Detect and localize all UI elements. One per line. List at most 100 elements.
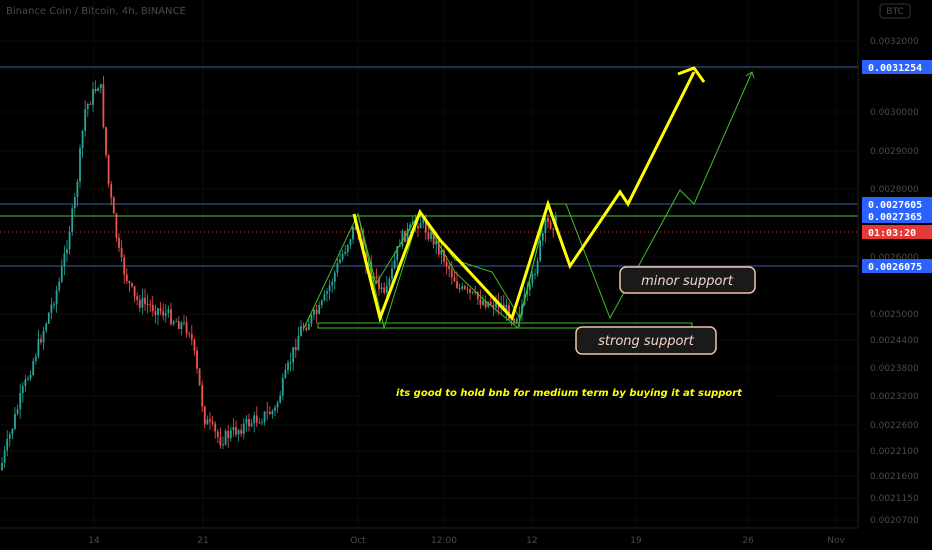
- candle-body: [188, 333, 191, 335]
- price-tick-label: 0.0024400: [870, 336, 919, 346]
- candle-body: [474, 291, 477, 293]
- candle-body: [19, 393, 22, 410]
- time-axis-ticks: 14 21 Oct 12:00 12 19 26 Nov: [88, 536, 845, 546]
- candle-body: [94, 89, 97, 92]
- candle-body: [209, 419, 211, 422]
- minor-support-label[interactable]: minor support: [619, 266, 756, 294]
- candle-body: [313, 309, 315, 316]
- note-label[interactable]: its good to hold bnb for medium term by …: [362, 385, 776, 400]
- candle-body: [146, 303, 149, 305]
- candle-body: [463, 286, 466, 289]
- candle-body: [466, 288, 469, 290]
- candle-body: [294, 347, 297, 351]
- candle-body: [487, 301, 490, 308]
- candle-body: [300, 326, 302, 337]
- candle-body: [541, 233, 544, 241]
- pattern-drawings: [303, 66, 755, 330]
- candle-body: [432, 231, 435, 245]
- candle-body: [123, 257, 126, 275]
- time-tick-label: 12:00: [431, 536, 457, 546]
- candle-body: [344, 251, 347, 254]
- candle-body: [21, 386, 24, 394]
- candle-body: [471, 291, 474, 293]
- candle-body: [531, 274, 534, 284]
- candle-body: [281, 378, 284, 396]
- candle-body: [398, 245, 401, 247]
- candle-body: [50, 304, 53, 313]
- candle-body: [86, 103, 89, 109]
- candle-body: [245, 419, 248, 424]
- yellow-projection-path[interactable]: [352, 71, 696, 324]
- candle-body: [549, 222, 552, 229]
- green-projection-path[interactable]: [303, 71, 753, 330]
- candle-body: [536, 260, 539, 274]
- time-tick-label: 14: [88, 536, 100, 546]
- candle-body: [349, 239, 352, 245]
- candle-body: [479, 299, 482, 305]
- candle-body: [437, 240, 440, 255]
- candle-body: [157, 308, 159, 316]
- candle-body: [352, 226, 354, 240]
- price-tick-label: 0.0021600: [870, 472, 919, 482]
- candle-body: [406, 228, 409, 242]
- candle-body: [73, 197, 76, 209]
- candle-body: [102, 84, 105, 128]
- candle-body: [27, 378, 29, 380]
- price-tick-label: 0.0028000: [870, 185, 919, 195]
- candle-body: [16, 409, 19, 414]
- candle-body: [263, 411, 266, 422]
- currency-button[interactable]: BTC: [879, 3, 911, 19]
- candle-body: [302, 326, 305, 329]
- candle-body: [396, 246, 399, 261]
- candle-body: [47, 312, 50, 324]
- candle-body: [55, 290, 58, 305]
- green-inner-path[interactable]: [357, 211, 547, 320]
- price-tick-label: 0.0025000: [870, 310, 919, 320]
- candle-body: [235, 427, 237, 435]
- candle-body: [284, 369, 287, 379]
- candle-body: [393, 260, 396, 269]
- note-text: its good to hold bnb for medium term by …: [396, 388, 743, 399]
- candle-body: [180, 322, 183, 329]
- candle-body: [354, 226, 357, 230]
- candle-body: [339, 259, 341, 264]
- price-tick-label: 0.0026000: [870, 253, 919, 263]
- price-tick-label: 0.0032000: [870, 37, 919, 47]
- strong-support-label[interactable]: strong support: [575, 326, 717, 355]
- candle-body: [1, 462, 3, 470]
- candle-body: [419, 223, 422, 229]
- candle-body: [318, 305, 321, 314]
- candle-body: [198, 368, 201, 386]
- candle-body: [328, 285, 331, 292]
- candle-body: [430, 231, 432, 240]
- time-tick-label: 21: [197, 536, 208, 546]
- candle-body: [136, 296, 139, 301]
- price-tick-label: 0.0021150: [870, 494, 919, 504]
- candle-body: [185, 322, 188, 334]
- candle-body: [456, 281, 458, 289]
- candle-body: [37, 338, 40, 357]
- candle-body: [307, 323, 310, 331]
- candle-body: [440, 250, 443, 255]
- svg-text:0.0031254: 0.0031254: [868, 63, 922, 74]
- candle-body: [450, 269, 453, 278]
- minor-support-text: minor support: [641, 274, 734, 289]
- candle-body: [448, 266, 451, 270]
- candle-body: [266, 411, 269, 413]
- candle-body: [427, 232, 430, 240]
- candle-body: [79, 148, 81, 182]
- price-tick-label: 0.0029000: [870, 147, 919, 157]
- candle-body: [131, 283, 133, 287]
- candle-body: [310, 315, 313, 324]
- candle-body: [45, 323, 48, 331]
- candle-body: [443, 250, 445, 262]
- time-tick-label: 12: [526, 536, 537, 546]
- candle-body: [544, 217, 547, 234]
- strong-support-zone[interactable]: [317, 322, 693, 329]
- candle-body: [547, 217, 549, 223]
- candle-body: [115, 213, 118, 238]
- candle-body: [279, 395, 282, 403]
- candle-body: [445, 261, 448, 267]
